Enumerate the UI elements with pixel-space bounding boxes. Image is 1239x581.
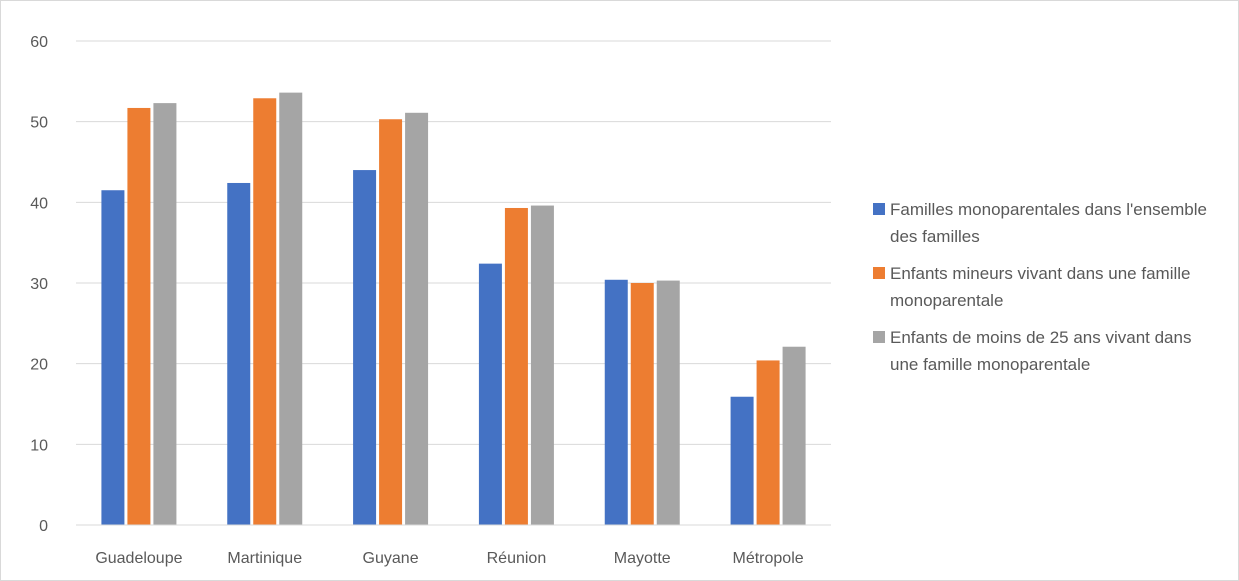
plot-area: 0 10 20 30 40 50 60 Guadeloupe Martinique Guyane R…: [30, 34, 831, 567]
x-tick-label: Réunion: [487, 550, 547, 567]
bar: [630, 283, 654, 525]
bar: [782, 346, 806, 525]
x-tick-label: Mayotte: [614, 550, 671, 567]
legend-label: Enfants de moins de 25 ans vivant dans u…: [890, 328, 1192, 374]
bar: [756, 360, 780, 525]
bar: [530, 205, 554, 525]
bar: [379, 119, 403, 525]
bar: [253, 98, 277, 526]
bar: [656, 280, 680, 525]
y-tick-label: 20: [30, 357, 48, 374]
bar: [127, 107, 151, 525]
bar: [504, 207, 528, 526]
x-tick-label: Guadeloupe: [95, 550, 182, 567]
legend: Familles monoparentales dans l'ensemble …: [873, 196, 1228, 388]
bar: [353, 170, 377, 526]
x-tick-label: Martinique: [227, 550, 302, 567]
legend-item: Familles monoparentales dans l'ensemble …: [873, 196, 1228, 250]
legend-swatch: [873, 203, 885, 215]
bar: [730, 396, 754, 525]
y-tick-label: 10: [30, 437, 48, 454]
bar: [153, 103, 177, 525]
bar: [101, 190, 125, 525]
legend-label: Familles monoparentales dans l'ensemble …: [890, 200, 1207, 246]
legend-label: Enfants mineurs vivant dans une famille …: [890, 264, 1191, 310]
legend-swatch: [873, 331, 885, 343]
bar: [227, 182, 251, 525]
legend-item: Enfants mineurs vivant dans une famille …: [873, 260, 1228, 314]
y-tick-label: 50: [30, 115, 48, 132]
legend-swatch: [873, 267, 885, 279]
bar: [279, 92, 303, 526]
y-tick-label: 60: [30, 34, 48, 51]
y-tick-label: 30: [30, 276, 48, 293]
y-tick-label: 40: [30, 195, 48, 212]
x-tick-label: Guyane: [363, 550, 419, 567]
x-tick-label: Métropole: [733, 550, 804, 567]
y-tick-label: 0: [39, 518, 48, 535]
bar: [478, 263, 502, 525]
bar: [604, 279, 628, 525]
bar: [405, 112, 429, 525]
legend-item: Enfants de moins de 25 ans vivant dans u…: [873, 324, 1228, 378]
